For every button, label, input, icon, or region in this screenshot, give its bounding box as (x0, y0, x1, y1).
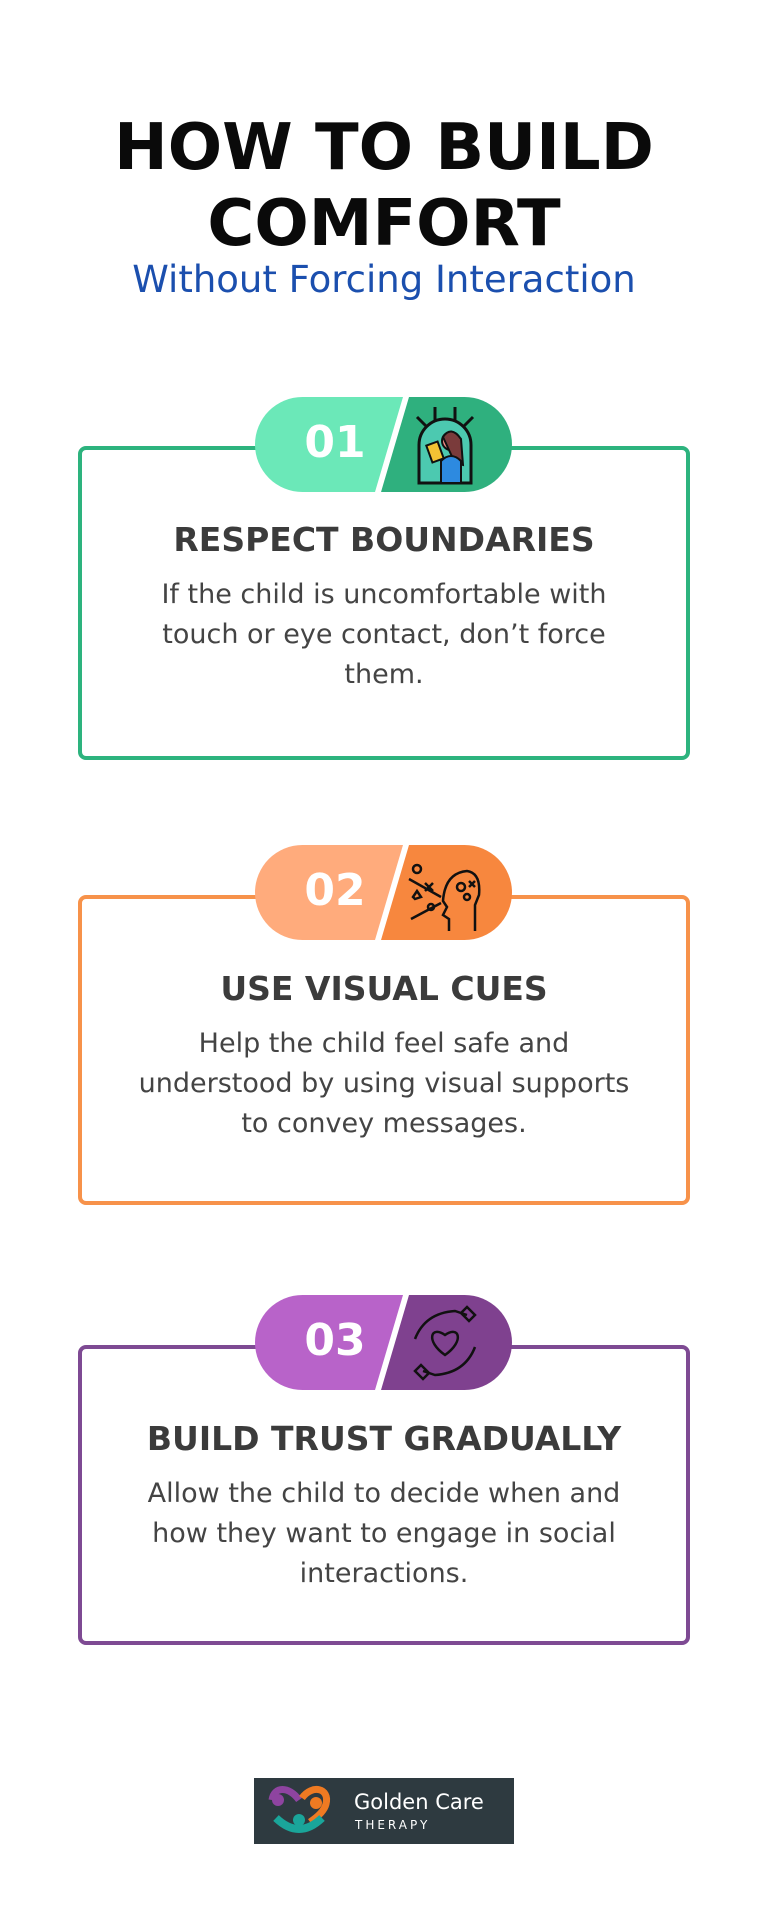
logo-sub: THERAPY (355, 1818, 431, 1832)
golden-care-logo: Golden Care THERAPY (254, 1778, 514, 1844)
step-badge: 02 (255, 845, 512, 940)
heart-people-logo-icon (268, 1786, 331, 1833)
step-number: 02 (304, 865, 366, 916)
title-line-2: COMFORT (207, 187, 561, 261)
subtitle: Without Forcing Interaction (132, 258, 636, 301)
logo-name: Golden Care (354, 1790, 484, 1814)
step-title: BUILD TRUST GRADUALLY (146, 1419, 622, 1458)
step-title: USE VISUAL CUES (220, 969, 548, 1008)
step-card-01: RESPECT BOUNDARIES If the child is uncom… (78, 446, 690, 760)
step-description: Allow the child to decide when and how t… (147, 1478, 621, 1589)
step-description: Help the child feel safe and understood … (138, 1028, 630, 1139)
step-number: 01 (304, 417, 366, 468)
step-title: RESPECT BOUNDARIES (173, 520, 595, 559)
step-card-03: BUILD TRUST GRADUALLY Allow the child to… (78, 1345, 690, 1645)
step-badge: 01 (255, 397, 512, 492)
step-card-02: USE VISUAL CUES Help the child feel safe… (78, 895, 690, 1205)
step-description: If the child is uncomfortable with touch… (161, 579, 607, 690)
step-number: 03 (304, 1315, 366, 1366)
step-badge: 03 (255, 1295, 512, 1390)
title-line-1: HOW TO BUILD (114, 111, 654, 185)
